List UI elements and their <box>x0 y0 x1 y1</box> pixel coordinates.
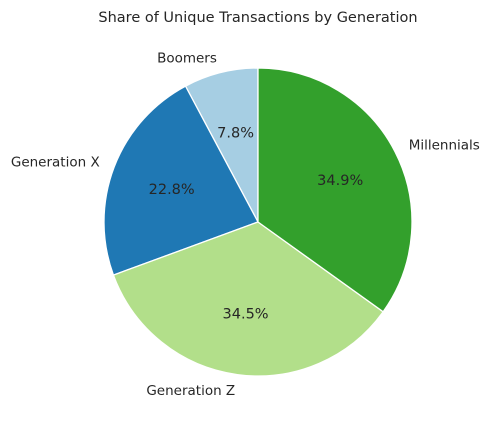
pct-label-millennials: 34.9% <box>317 173 363 189</box>
pie-slice-generation-z <box>112 221 384 377</box>
chart-title: Share of Unique Transactions by Generati… <box>98 10 417 26</box>
slice-label-millennials: Millennials <box>409 138 480 154</box>
slice-label-generation-z: Generation Z <box>146 383 235 399</box>
pie-slices <box>103 67 413 377</box>
pct-label-boomers: 7.8% <box>217 125 254 141</box>
pct-label-generation-x: 22.8% <box>149 182 195 198</box>
pie-slice-millennials <box>257 67 413 313</box>
slice-label-boomers: Boomers <box>157 51 217 67</box>
slice-label-generation-x: Generation X <box>11 155 100 171</box>
pct-label-generation-z: 34.5% <box>223 307 269 323</box>
pie-labels: Boomers 7.8% Generation X 22.8% Generation Z… <box>11 51 480 399</box>
pie-slice-generation-x <box>103 85 259 276</box>
